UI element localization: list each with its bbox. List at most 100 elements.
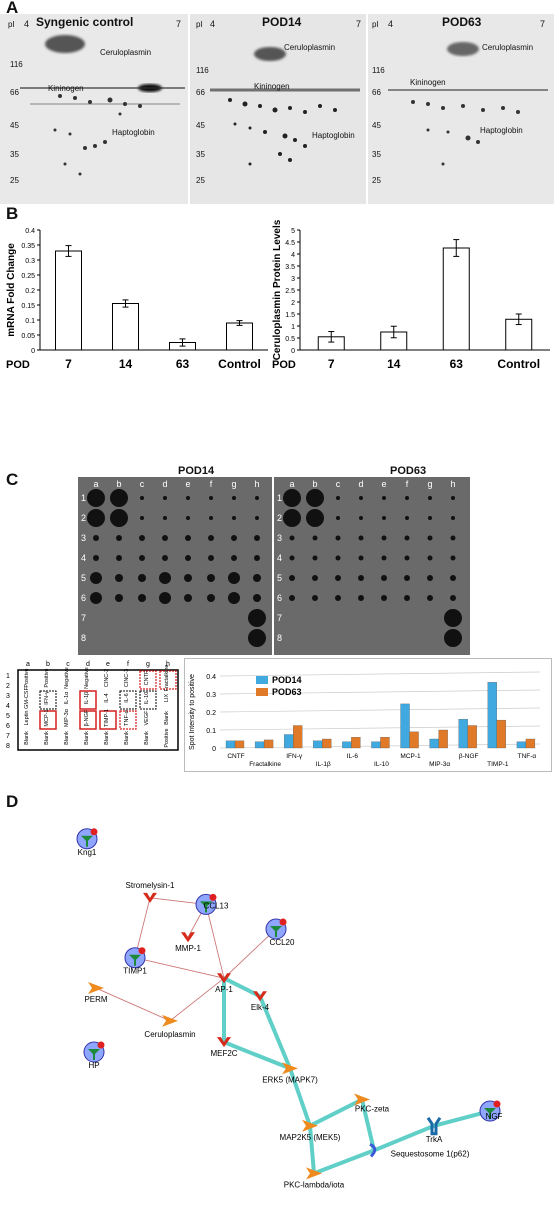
bar-pod63 (409, 731, 419, 749)
key-col-label: b (46, 661, 50, 668)
blot-col-label: d (358, 479, 363, 489)
blot-col-label: a (289, 479, 294, 489)
blot-dot (248, 609, 266, 627)
x-tick-label: IL-10 (374, 761, 389, 768)
node-glyph (217, 973, 231, 984)
array-title-pod14: POD14 (178, 465, 215, 477)
gel1-mw-35: 35 (10, 150, 19, 159)
x-tick-label: MIP-3α (429, 761, 450, 768)
legend-swatch (256, 688, 268, 696)
gel1-pi-label: pI (8, 20, 15, 29)
key-cell-label: Blank (124, 731, 130, 745)
node-marker (138, 947, 146, 955)
blot-row-label: 3 (81, 533, 86, 543)
gridline (219, 689, 541, 695)
node-glyph (200, 901, 212, 913)
gel1-mw-66: 66 (10, 88, 19, 97)
y-tick-label: 0.5 (285, 336, 295, 343)
edge-thick (308, 1097, 364, 1128)
node-glyph (306, 1167, 322, 1180)
bar (226, 322, 253, 351)
blot-col-label: e (381, 479, 386, 489)
blot-row-label: 2 (81, 513, 86, 523)
bar-pod14 (400, 703, 410, 749)
blot-dot (381, 555, 387, 561)
key-cell-label: Positive (44, 668, 50, 687)
bar (55, 250, 82, 351)
bar-pod63 (234, 740, 245, 749)
blot-dot (335, 595, 341, 601)
panel-d-label: D (6, 792, 19, 811)
node-glyph (369, 1143, 377, 1158)
node-label: AP-1 (215, 985, 233, 994)
blot-dot (159, 592, 171, 604)
gel1-kininogen-label: Kininogen (48, 84, 84, 93)
blot-dot (184, 594, 192, 602)
blot-dot (231, 555, 237, 561)
gel2-mw-45: 45 (196, 121, 205, 130)
blot-dot (335, 575, 341, 581)
key-col-label: e (106, 661, 110, 668)
edge-thick (288, 1066, 312, 1128)
blot-row-label: 4 (277, 553, 282, 563)
blot-dot (87, 489, 105, 507)
gel3-mw-66: 66 (372, 88, 381, 97)
node-label: MMP-1 (175, 944, 201, 953)
blot-dot (140, 516, 144, 520)
key-cell-label: IL-4 (104, 693, 110, 702)
blot-dot (140, 496, 144, 500)
blot-dot (381, 575, 387, 581)
blot-row-label: 5 (81, 573, 86, 583)
key-cell-label: VEGF (144, 710, 150, 726)
bar-pod63 (293, 725, 303, 749)
key-frame (17, 669, 179, 751)
bar-pod14 (225, 740, 236, 749)
blot-dot (359, 496, 363, 500)
key-cell-label: CINC-2 (104, 669, 110, 687)
key-cell-label: MCP-1 (44, 709, 50, 726)
blot-row-label: 1 (81, 493, 86, 503)
bar-chart-mrna: 0 0.05 0.1 0.15 0.2 0.25 0.3 0.35 0.4 mRNA Fold C… (6, 228, 268, 371)
blot-col-label: g (427, 479, 432, 489)
blot-row-label: 2 (277, 513, 282, 523)
highlight-box (39, 710, 57, 730)
gel-image-syngenic (0, 14, 188, 204)
blot-dot (450, 575, 456, 581)
y-tick-label: 1.5 (285, 312, 295, 319)
y-tick-label: 0.35 (21, 243, 35, 250)
key-cell-label: Blank (164, 711, 170, 725)
gel1-mw-25: 25 (10, 176, 19, 185)
blot-dot (93, 555, 99, 561)
node-label: CCL13 (204, 901, 229, 910)
blot-dot (405, 496, 409, 500)
blot-dot (312, 555, 318, 561)
blot-dot (358, 555, 364, 561)
key-cell-label: IL-10 (144, 692, 150, 705)
blot-dot (427, 535, 433, 541)
blot-dot (336, 496, 340, 500)
blot-dot (163, 516, 167, 520)
blot-dot (382, 516, 386, 520)
node-glyph (484, 1108, 496, 1120)
key-row-label: 4 (6, 703, 10, 710)
blot-dot (289, 595, 295, 601)
key-cell-label: IL-6 (124, 693, 130, 702)
edge-thin (169, 977, 225, 1022)
gel2-mw-25: 25 (196, 176, 205, 185)
node-glyph (143, 892, 157, 903)
key-cell-label: CINC-3 (124, 669, 130, 687)
key-cell-label: Fractalkine (164, 665, 170, 692)
key-row-label: 5 (6, 713, 10, 720)
blot-dot (93, 535, 99, 541)
blot-dot (289, 555, 295, 561)
gel3-mw-45: 45 (372, 121, 381, 130)
node-label: TrkA (426, 1135, 443, 1144)
blot-dot (444, 609, 462, 627)
blot-dot (110, 489, 128, 507)
blot-dot (336, 516, 340, 520)
key-cell-label: β-NGF (84, 709, 90, 726)
blot-dot (115, 574, 123, 582)
blot-dot (207, 574, 215, 582)
blot-dot (232, 516, 236, 520)
blot-dot (139, 535, 145, 541)
